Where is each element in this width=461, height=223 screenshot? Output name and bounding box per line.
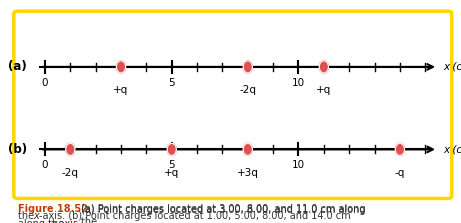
Text: x (cm): x (cm) — [443, 62, 461, 72]
Text: +3q: +3q — [237, 168, 259, 178]
Text: 10: 10 — [292, 160, 305, 170]
Text: x (cm): x (cm) — [443, 145, 461, 154]
Text: along the: along the — [18, 219, 68, 223]
Text: the: the — [18, 211, 38, 221]
Text: 5: 5 — [168, 160, 175, 170]
Text: +q: +q — [164, 168, 179, 178]
Text: 0: 0 — [41, 78, 48, 88]
Text: x: x — [50, 219, 55, 223]
Text: (a) Point charges located at 3.00, 8.00, and 11.0 cm along
the: (a) Point charges located at 3.00, 8.00,… — [81, 205, 365, 223]
Text: -axis.: -axis. — [55, 219, 82, 223]
Text: 10: 10 — [292, 78, 305, 88]
Circle shape — [243, 143, 252, 155]
Text: 5: 5 — [168, 78, 175, 88]
Circle shape — [167, 143, 176, 155]
Text: (a): (a) — [8, 60, 27, 73]
Circle shape — [66, 143, 75, 155]
Text: -axis. (b) Point charges located at 1.00, 5.00, 8.00, and 14.0 cm: -axis. (b) Point charges located at 1.00… — [39, 211, 351, 221]
Circle shape — [243, 61, 252, 73]
Text: -q: -q — [395, 168, 405, 178]
Text: -2q: -2q — [62, 168, 79, 178]
Circle shape — [396, 143, 404, 155]
Text: x: x — [34, 211, 39, 221]
Text: (a) Point charges located at 3.00, 8.00, and 11.0 cm along: (a) Point charges located at 3.00, 8.00,… — [81, 204, 365, 214]
Text: +q: +q — [113, 85, 129, 95]
Circle shape — [117, 61, 125, 73]
Text: 0: 0 — [41, 160, 48, 170]
Text: (b): (b) — [8, 143, 27, 156]
Text: Figure 18.52: Figure 18.52 — [18, 204, 89, 214]
Circle shape — [319, 61, 328, 73]
Text: +q: +q — [316, 85, 331, 95]
Text: -2q: -2q — [239, 85, 256, 95]
